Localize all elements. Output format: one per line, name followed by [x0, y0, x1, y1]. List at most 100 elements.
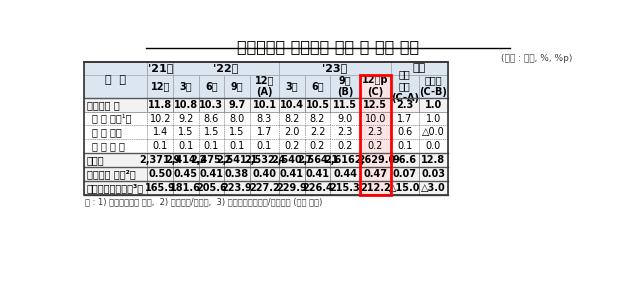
Bar: [147, 98, 173, 112]
Bar: [419, 167, 448, 181]
Bar: [360, 153, 391, 167]
Bar: [419, 167, 448, 181]
Text: 구  분: 구 분: [105, 75, 126, 85]
Bar: [147, 167, 173, 181]
Text: 2.3: 2.3: [337, 127, 353, 137]
Bar: [250, 125, 279, 139]
Text: 2.3: 2.3: [367, 127, 383, 137]
Text: 1.5: 1.5: [178, 127, 193, 137]
Text: 10.5: 10.5: [305, 100, 330, 110]
Bar: [224, 139, 250, 153]
Text: 10.1: 10.1: [252, 100, 276, 110]
Bar: [391, 181, 419, 195]
Bar: [419, 125, 448, 139]
Bar: [250, 98, 279, 112]
Bar: [391, 153, 419, 167]
Bar: [391, 98, 419, 112]
Bar: [198, 125, 224, 139]
Bar: [147, 98, 173, 112]
Bar: [419, 139, 448, 153]
Bar: [360, 125, 391, 139]
Bar: [198, 153, 224, 167]
Text: 신 용 카 드: 신 용 카 드: [92, 141, 125, 151]
Text: 기 업 여신¹⧸: 기 업 여신¹⧸: [92, 114, 131, 124]
Bar: [391, 167, 419, 181]
Bar: [84, 167, 147, 181]
Text: 가 계 여신: 가 계 여신: [92, 127, 122, 137]
Bar: [84, 98, 147, 112]
Text: '21년: '21년: [148, 63, 173, 74]
Bar: [147, 181, 173, 195]
Bar: [224, 153, 250, 167]
Bar: [330, 75, 360, 98]
Bar: [391, 181, 419, 195]
Text: 10.2: 10.2: [150, 114, 171, 124]
Text: 226.4: 226.4: [302, 183, 333, 193]
Bar: [391, 98, 419, 112]
Bar: [198, 167, 224, 181]
Bar: [84, 125, 147, 139]
Text: 223.9: 223.9: [221, 183, 252, 193]
Text: 0.47: 0.47: [364, 169, 387, 179]
Text: 96.6: 96.6: [393, 155, 417, 165]
Text: 2,475.2: 2,475.2: [191, 155, 232, 165]
Bar: [360, 75, 391, 98]
Bar: [173, 181, 198, 195]
Bar: [198, 139, 224, 153]
Bar: [147, 125, 173, 139]
Text: 1.5: 1.5: [229, 127, 244, 137]
Bar: [305, 125, 330, 139]
Text: 9.7: 9.7: [228, 100, 246, 110]
Text: '22년: '22년: [213, 63, 239, 74]
Bar: [330, 139, 360, 153]
Text: △3.0: △3.0: [421, 183, 446, 193]
Bar: [84, 139, 147, 153]
Bar: [279, 125, 305, 139]
Bar: [84, 139, 147, 153]
Bar: [360, 139, 391, 153]
Bar: [305, 153, 330, 167]
Bar: [419, 125, 448, 139]
Text: 11.8: 11.8: [148, 100, 172, 110]
Bar: [360, 98, 391, 112]
Bar: [173, 167, 198, 181]
Bar: [279, 98, 305, 112]
Text: 전분기
(C-B): 전분기 (C-B): [419, 75, 447, 97]
Bar: [198, 98, 224, 112]
Bar: [147, 181, 173, 195]
Bar: [198, 112, 224, 125]
Text: 0.41: 0.41: [305, 169, 330, 179]
Bar: [305, 181, 330, 195]
Bar: [84, 167, 147, 181]
Text: 0.38: 0.38: [225, 169, 249, 179]
Text: 9말
(B): 9말 (B): [337, 75, 353, 97]
Text: 0.1: 0.1: [229, 141, 244, 151]
Text: 전년
동기
(C-A): 전년 동기 (C-A): [391, 70, 419, 103]
Bar: [198, 125, 224, 139]
Bar: [419, 112, 448, 125]
Bar: [84, 125, 147, 139]
Bar: [360, 112, 391, 125]
Bar: [279, 112, 305, 125]
Text: 11.5: 11.5: [333, 100, 357, 110]
Text: 2,616.2: 2,616.2: [324, 155, 365, 165]
Text: 1.7: 1.7: [257, 127, 272, 137]
Bar: [224, 75, 250, 98]
Text: 10.0: 10.0: [365, 114, 386, 124]
Bar: [279, 62, 391, 75]
Bar: [330, 181, 360, 195]
Bar: [279, 153, 305, 167]
Bar: [391, 62, 448, 75]
Bar: [279, 125, 305, 139]
Bar: [391, 75, 419, 98]
Bar: [419, 98, 448, 112]
Text: 8.0: 8.0: [229, 114, 244, 124]
Text: 205.6: 205.6: [196, 183, 227, 193]
Text: 8.2: 8.2: [310, 114, 325, 124]
Text: 2.2: 2.2: [310, 127, 325, 137]
Bar: [173, 98, 198, 112]
Bar: [147, 153, 173, 167]
Bar: [173, 62, 279, 75]
Bar: [173, 75, 198, 98]
Text: 국내은행의 부실채권 규모 및 비율 추이: 국내은행의 부실채권 규모 및 비율 추이: [237, 39, 419, 54]
